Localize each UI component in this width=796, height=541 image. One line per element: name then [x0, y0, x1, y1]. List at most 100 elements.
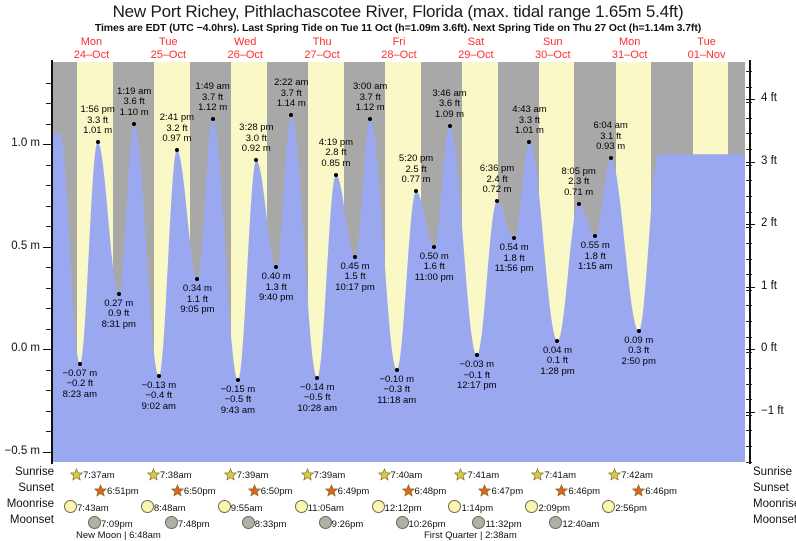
tide-label-line-2: 9:40 pm	[259, 292, 294, 304]
high-tide-label: 3:46 am 3.6 ft 1.09 m	[415, 88, 485, 121]
day-weekday: Thu	[312, 36, 332, 48]
tide-label-line-2: 1:15 am	[578, 261, 613, 273]
axis-tick	[43, 451, 52, 453]
high-tide-label: 2:41 pm 3.2 ft 0.97 m	[142, 113, 212, 145]
tide-label-line-1: −0.1 ft	[463, 369, 491, 381]
astro-row-label-left-moonrise: Moonrise	[6, 498, 54, 510]
tide-label-line-1: 2.4 ft	[486, 173, 508, 185]
axis-label-left-3: −0.5 m	[4, 444, 40, 457]
tide-label-line-0: 0.34 m	[182, 283, 212, 295]
axis-tick	[46, 369, 52, 371]
moonset-icon	[241, 516, 255, 530]
axis-tick	[43, 349, 52, 351]
tide-label-line-2: 12:17 pm	[456, 380, 497, 392]
low-tide-point	[512, 236, 517, 241]
sunset-icon	[632, 484, 646, 497]
moonset-icon	[395, 516, 409, 530]
moon-phase-name: New Moon |	[76, 530, 130, 541]
axis-tick	[46, 103, 52, 105]
astro-item-moonrise-5: 1:14pm	[448, 500, 493, 514]
low-tide-point	[195, 277, 200, 282]
low-tide-label: −0.13 m −0.4 ft 9:02 am	[124, 380, 194, 413]
axis-label-right-5: −1 ft	[761, 404, 784, 417]
astro-item-moonset-0: 7:09pm	[88, 516, 133, 530]
tide-label-line-2: 1.09 m	[434, 108, 465, 120]
tide-label-line-2: 9:05 pm	[180, 304, 215, 316]
astro-item-sunset-5: 6:47pm	[478, 484, 523, 497]
astro-table: Sunrise Sunrise 7:37am 7:38am 7:39am 7:39am 7:…	[0, 466, 796, 541]
axis-tick	[746, 430, 752, 432]
sunrise-icon	[531, 468, 545, 481]
sunset-icon	[478, 484, 492, 497]
tide-label-line-2: 10:17 pm	[335, 281, 375, 293]
astro-row-label-right-moonset: Moonset	[753, 514, 796, 526]
moonrise-icon	[448, 500, 462, 514]
moonset-time: 8:33pm	[254, 519, 287, 530]
axis-label-right-2: 2 ft	[761, 217, 777, 230]
high-tide-label: 4:43 am 3.3 ft 1.01 m	[494, 104, 564, 137]
tide-label-line-1: 2.8 ft	[325, 147, 347, 159]
tide-label-line-0: 1:56 pm	[80, 104, 115, 115]
sunset-time: 6:48pm	[414, 486, 447, 497]
tide-label-line-2: 10:28 am	[297, 402, 338, 414]
low-tide-label: −0.15 m −0.5 ft 9:43 am	[203, 383, 273, 417]
sunrise-time: 7:41am	[544, 470, 577, 481]
moonset-time: 7:48pm	[177, 519, 210, 530]
low-tide-label: 0.04 m 0.1 ft 1:28 pm	[522, 344, 592, 378]
tide-label-line-1: 1.1 ft	[186, 293, 208, 305]
tide-label-line-1: −0.3 ft	[383, 384, 411, 396]
low-tide-point	[353, 254, 358, 259]
day-weekday: Mon	[80, 36, 103, 48]
moonset-icon	[164, 516, 178, 530]
astro-item-sunrise-4: 7:40am	[377, 468, 422, 481]
axis-label-left-1: 0.5 m	[11, 239, 40, 252]
low-tide-point	[555, 338, 560, 343]
high-tide-label: 4:19 pm 2.8 ft 0.85 m	[301, 137, 371, 170]
axis-tick	[746, 86, 752, 88]
axis-tick	[746, 367, 752, 369]
tide-label-line-0: −0.15 m	[220, 383, 256, 395]
tide-area	[53, 115, 745, 462]
tide-label-line-1: 3.7 ft	[359, 91, 381, 103]
low-tide-label: −0.03 m −0.1 ft 12:17 pm	[442, 360, 512, 392]
astro-item-sunset-3: 6:49pm	[324, 484, 369, 497]
day-header-0: Mon 24–Oct	[53, 36, 130, 61]
sunset-icon	[324, 484, 338, 497]
axis-tick	[46, 164, 52, 166]
astro-row-label-left-sunrise: Sunrise	[15, 466, 54, 478]
moonset-time: 10:26pm	[408, 519, 446, 530]
low-tide-label: 0.50 m 1.6 ft 11:00 pm	[399, 251, 469, 284]
day-date: 27–Oct	[304, 48, 340, 61]
moon-phase-time: 6:48am	[129, 530, 161, 541]
sunset-icon	[401, 484, 415, 497]
tide-label-line-0: 0.40 m	[261, 271, 291, 283]
low-tide-point	[274, 265, 279, 270]
high-tide-point	[174, 148, 179, 153]
tide-label-line-0: 0.04 m	[542, 344, 572, 356]
moonrise-icon	[602, 500, 616, 514]
moonrise-time: 12:12pm	[384, 503, 422, 514]
tide-label-line-0: 6:36 pm	[479, 163, 515, 175]
sunrise-icon	[454, 468, 468, 481]
tide-label-line-0: 2:22 am	[274, 77, 309, 89]
axis-tick	[46, 267, 52, 269]
high-tide-point	[132, 121, 137, 126]
axis-tick	[46, 431, 52, 433]
astro-item-moonset-4: 10:26pm	[395, 516, 446, 530]
astro-item-sunset-6: 6:46pm	[555, 484, 600, 497]
axis-tick	[46, 226, 52, 228]
moonset-time: 7:09pm	[101, 519, 133, 530]
tide-label-line-2: 0.71 m	[564, 186, 594, 198]
sunrise-time: 7:38am	[159, 470, 192, 481]
axis-tick	[746, 461, 752, 463]
tide-label-line-2: 8:23 am	[62, 388, 97, 400]
astro-item-sunrise-1: 7:38am	[146, 468, 192, 481]
astro-item-moonset-2: 8:33pm	[241, 516, 287, 530]
high-tide-point	[447, 123, 452, 128]
moonset-time: 9:26pm	[331, 519, 364, 530]
tide-label-line-2: 0.97 m	[162, 133, 192, 145]
axis-tick	[746, 70, 752, 72]
tide-label-line-1: 3.3 ft	[87, 114, 109, 126]
high-tide-label: 1:56 pm 3.3 ft 1.01 m	[63, 104, 133, 137]
astro-item-moonrise-6: 2:09pm	[525, 500, 570, 514]
